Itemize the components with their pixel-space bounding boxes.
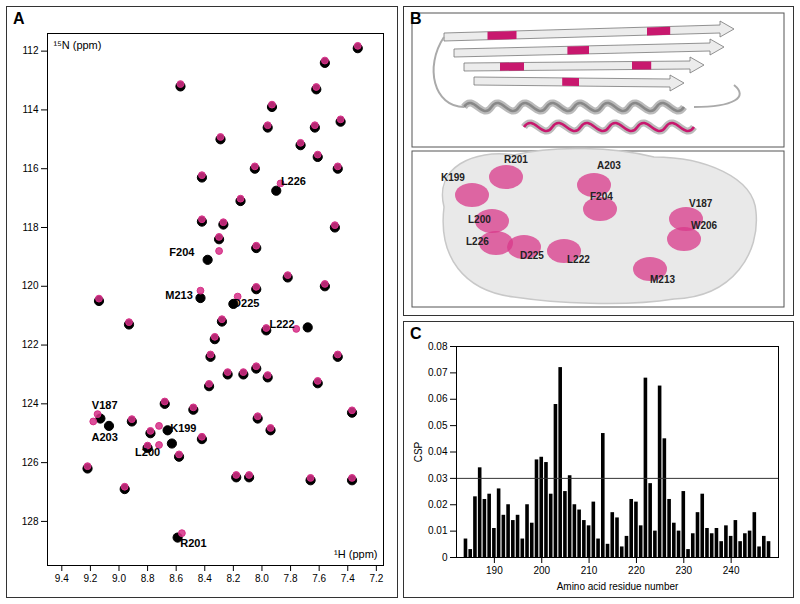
svg-text:240: 240 [723,565,740,576]
svg-text:W206: W206 [691,220,718,231]
html-text:B: B [410,10,422,27]
svg-text:200: 200 [533,565,550,576]
svg-text:¹⁵N (ppm): ¹⁵N (ppm) [54,39,102,51]
svg-text:¹H (ppm): ¹H (ppm) [334,548,377,560]
svg-text:K199: K199 [170,422,196,434]
svg-text:L226: L226 [466,236,489,247]
svg-text:M213: M213 [650,274,675,285]
svg-text:0.05: 0.05 [428,420,448,431]
svg-text:0: 0 [442,552,448,563]
svg-text:R201: R201 [504,154,528,165]
svg-text:118: 118 [23,222,39,233]
svg-text:V187: V187 [92,399,118,411]
svg-text:0.07: 0.07 [428,367,448,378]
svg-text:Amino acid residue number: Amino acid residue number [557,581,679,592]
svg-text:L222: L222 [269,318,294,330]
svg-text:220: 220 [628,565,645,576]
svg-text:122: 122 [22,339,39,350]
svg-text:210: 210 [581,565,598,576]
svg-text:190: 190 [486,565,503,576]
svg-text:A203: A203 [92,431,118,443]
svg-text:124: 124 [22,398,39,409]
svg-text:8.2: 8.2 [226,573,240,584]
svg-text:114: 114 [23,104,39,115]
svg-text:V187: V187 [689,198,713,209]
svg-text:CSP: CSP [413,441,424,462]
svg-text:L222: L222 [567,254,590,265]
svg-text:F204: F204 [169,246,195,258]
svg-text:8.4: 8.4 [198,573,212,584]
svg-text:0.06: 0.06 [428,393,448,404]
svg-text:D225: D225 [520,250,544,261]
svg-text:9.4: 9.4 [55,573,69,584]
html-text:A: A [13,10,25,27]
svg-text:R201: R201 [180,537,206,549]
svg-text:7.8: 7.8 [284,573,298,584]
svg-text:9.0: 9.0 [112,573,126,584]
svg-text:L200: L200 [135,446,160,458]
svg-text:0.02: 0.02 [428,499,448,510]
svg-text:F204: F204 [590,191,613,202]
svg-text:7.6: 7.6 [312,573,326,584]
svg-text:A203: A203 [597,160,621,171]
svg-text:120: 120 [22,280,39,291]
svg-text:0.03: 0.03 [428,473,448,484]
svg-text:230: 230 [675,565,692,576]
svg-text:7.4: 7.4 [341,573,355,584]
svg-text:116: 116 [23,163,39,174]
svg-text:L200: L200 [468,214,491,225]
svg-text:9.2: 9.2 [83,573,97,584]
svg-text:L226: L226 [281,175,306,187]
svg-text:8.6: 8.6 [169,573,183,584]
svg-text:0.04: 0.04 [428,446,448,457]
svg-text:128: 128 [22,516,39,527]
svg-text:0.01: 0.01 [428,525,448,536]
svg-text:126: 126 [22,457,39,468]
html-text:C: C [410,325,422,342]
svg-text:M213: M213 [165,289,193,301]
svg-text:8.0: 8.0 [255,573,269,584]
svg-text:7.2: 7.2 [369,573,383,584]
svg-text:D225: D225 [233,297,259,309]
svg-text:K199: K199 [441,172,465,183]
svg-text:112: 112 [23,45,39,56]
svg-text:8.8: 8.8 [141,573,155,584]
svg-text:0.08: 0.08 [428,341,448,352]
